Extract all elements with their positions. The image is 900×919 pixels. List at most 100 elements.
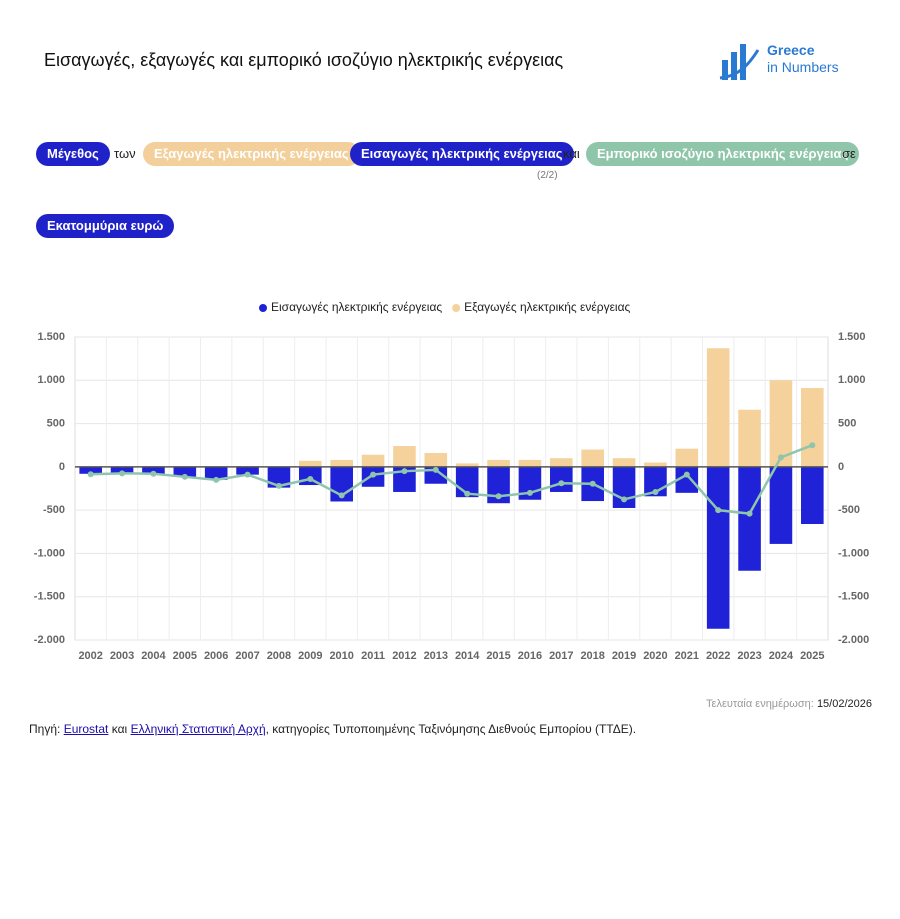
x-tick-label: 2014 bbox=[455, 650, 480, 662]
bar bbox=[236, 466, 259, 475]
y-tick-label: 1.500 bbox=[37, 331, 65, 343]
x-tick-label: 2011 bbox=[361, 650, 385, 662]
bar bbox=[361, 454, 385, 467]
y2-tick-label: 1.500 bbox=[838, 331, 866, 343]
y2-tick-label: -1.500 bbox=[838, 591, 869, 603]
balance-point bbox=[495, 493, 502, 500]
x-tick-label: 2021 bbox=[675, 650, 699, 662]
balance-point bbox=[809, 442, 816, 449]
bar bbox=[267, 466, 291, 488]
balance-point bbox=[715, 507, 722, 514]
update-label: Τελευταία ενημέρωση: bbox=[706, 698, 814, 710]
x-tick-label: 2012 bbox=[392, 650, 416, 662]
unit-button[interactable]: Εκατομμύρια ευρώ bbox=[36, 214, 175, 238]
logo-text: Greece bbox=[767, 42, 815, 58]
y-tick-label: 500 bbox=[47, 417, 65, 429]
balance-point bbox=[777, 454, 784, 461]
source-link[interactable]: Ελληνική Στατιστική Αρχή bbox=[130, 722, 266, 736]
balance-point bbox=[87, 471, 94, 478]
exports-button[interactable]: Εξαγωγές ηλεκτρικής ενέργειας bbox=[143, 142, 360, 166]
bar bbox=[393, 446, 416, 467]
balance-point bbox=[683, 471, 690, 478]
bar bbox=[424, 453, 448, 467]
chart: 1.500 1.500 1.000 1.000 500 500 0 0 -500 -500 -1.0… bbox=[34, 300, 869, 662]
balance-button[interactable]: Εμπορικό ισοζύγιο ηλεκτρικής ενέργειας bbox=[586, 142, 860, 166]
y-tick-label: 1.000 bbox=[37, 374, 65, 386]
bar bbox=[612, 458, 636, 467]
y-tick-label: 0 bbox=[59, 461, 65, 473]
bar bbox=[79, 466, 102, 474]
y-tick-label: -2.000 bbox=[34, 634, 65, 646]
update-date: 15/02/2026 bbox=[816, 698, 872, 710]
balance-point bbox=[652, 488, 659, 495]
x-tick-label: 2022 bbox=[706, 650, 730, 662]
x-tick-label: 2007 bbox=[235, 650, 259, 662]
balance-point bbox=[746, 510, 753, 517]
x-tick-label: 2013 bbox=[424, 650, 448, 662]
bar bbox=[487, 466, 510, 504]
x-tick-label: 2025 bbox=[800, 650, 824, 662]
bar bbox=[393, 466, 416, 492]
imports-button[interactable]: Εισαγωγές ηλεκτρικής ενέργειας bbox=[350, 142, 574, 166]
x-tick-label: 2002 bbox=[78, 650, 102, 662]
logo-text: in Numbers bbox=[767, 59, 839, 75]
legend-marker bbox=[452, 304, 461, 312]
x-tick-label: 2003 bbox=[110, 650, 134, 662]
balance-point bbox=[432, 466, 439, 473]
x-tick-label: 2023 bbox=[737, 650, 761, 662]
source-text: , κατηγορίες Τυποποιημένης Ταξινόμησης Δ… bbox=[265, 722, 637, 736]
connector-text: και bbox=[563, 146, 580, 161]
bar bbox=[455, 463, 479, 467]
bar bbox=[173, 466, 197, 477]
y2-tick-label: -1.000 bbox=[838, 547, 869, 559]
x-tick-label: 2016 bbox=[518, 650, 542, 662]
y2-tick-label: -2.000 bbox=[838, 634, 869, 646]
x-tick-label: 2017 bbox=[549, 650, 573, 662]
legend-marker bbox=[259, 304, 267, 312]
x-tick-label: 2010 bbox=[329, 650, 353, 662]
balance-point bbox=[150, 470, 157, 477]
page-indicator: (2/2) bbox=[537, 170, 558, 181]
balance-point bbox=[181, 473, 188, 480]
y-tick-label: -1.500 bbox=[34, 591, 65, 603]
bar bbox=[487, 459, 510, 467]
bar bbox=[299, 460, 322, 467]
x-tick-label: 2005 bbox=[173, 650, 197, 662]
bar bbox=[330, 459, 353, 467]
x-tick-label: 2009 bbox=[298, 650, 322, 662]
source-text: και bbox=[111, 722, 128, 736]
measure-button[interactable]: Μέγεθος bbox=[36, 142, 110, 166]
legend-label: Εισαγωγές ηλεκτρικής ενέργειας bbox=[271, 300, 442, 314]
balance-point bbox=[370, 471, 377, 478]
legend-label: Εξαγωγές ηλεκτρικής ενέργειας bbox=[464, 300, 630, 314]
source-link[interactable]: Eurostat bbox=[63, 722, 109, 736]
x-tick-label: 2006 bbox=[204, 650, 228, 662]
y-tick-label: -1.000 bbox=[34, 547, 65, 559]
bar bbox=[769, 466, 793, 544]
bar bbox=[801, 466, 824, 524]
bar bbox=[644, 462, 667, 467]
balance-point bbox=[338, 492, 345, 499]
x-tick-label: 2020 bbox=[643, 650, 667, 662]
source-label: Πηγή: bbox=[29, 722, 61, 736]
y2-tick-label: 500 bbox=[838, 417, 856, 429]
x-tick-label: 2004 bbox=[141, 650, 166, 662]
y-tick-label: -500 bbox=[43, 504, 65, 516]
bar bbox=[581, 449, 604, 467]
source-note: Πηγή: Eurostat και Ελληνική Στατιστική Α… bbox=[29, 722, 636, 736]
x-tick-label: 2015 bbox=[486, 650, 510, 662]
connector-text: των bbox=[114, 146, 136, 161]
balance-point bbox=[621, 496, 628, 503]
x-tick-label: 2019 bbox=[612, 650, 636, 662]
balance-point bbox=[119, 470, 126, 477]
bar bbox=[518, 459, 542, 467]
balance-point bbox=[307, 475, 314, 482]
balance-point bbox=[213, 476, 220, 483]
balance-point bbox=[464, 490, 471, 497]
connector-text: σε bbox=[842, 146, 856, 161]
balance-point bbox=[558, 480, 565, 487]
bar bbox=[142, 466, 165, 474]
page-title: Εισαγωγές, εξαγωγές και εμπορικό ισοζύγι… bbox=[44, 50, 564, 70]
balance-point bbox=[275, 482, 282, 489]
